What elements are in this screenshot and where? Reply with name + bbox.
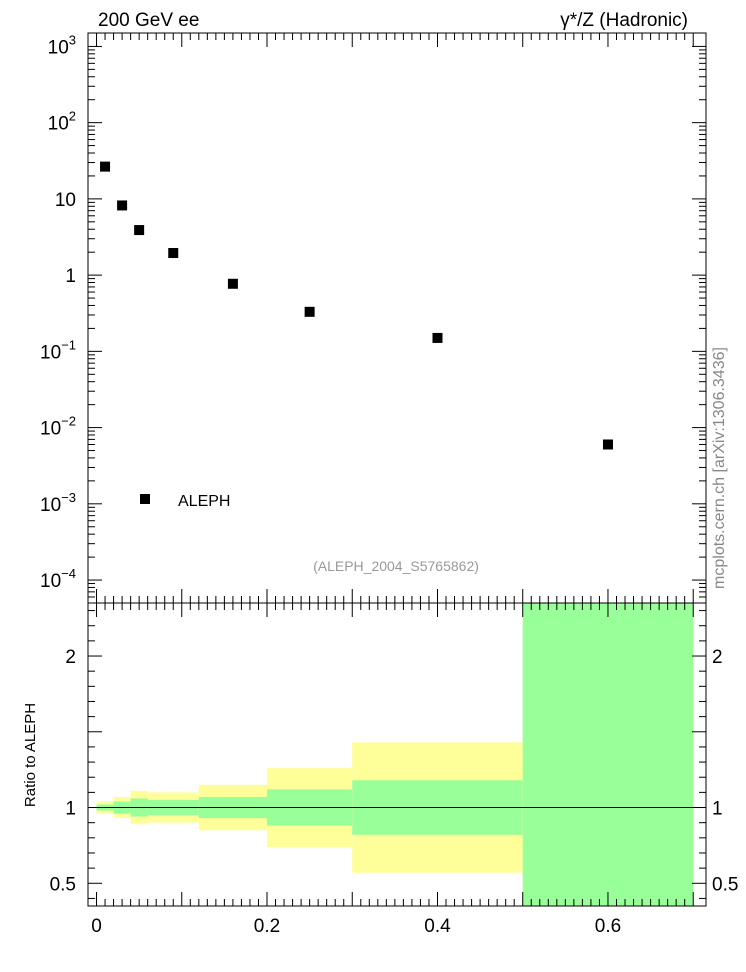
legend-label: ALEPH: [178, 493, 230, 510]
data-point: [117, 200, 128, 211]
ratio-y-ticks: 0.5 0.5 1 1 2 2: [50, 610, 738, 899]
data-point: [602, 439, 613, 450]
ratio-y-axis-label: Ratio to ALEPH: [22, 703, 39, 807]
ratio-y-tick-label-right: 0.5: [712, 874, 738, 895]
ratio-panel: 0 0.2 0.4 0.6 0.5 0.5 1 1 2 2: [50, 33, 738, 937]
y-tick-label: 10−3: [40, 490, 76, 516]
analysis-annotation: (ALEPH_2004_S5765862): [313, 558, 479, 574]
x-tick-label: 0.6: [595, 916, 621, 937]
x-tick-label: 0.4: [424, 916, 451, 937]
ratio-y-tick-label: 1: [65, 799, 76, 820]
side-label: mcplots.cern.ch [arXiv:1306.3436]: [711, 347, 728, 589]
ratio-y-tick-label: 2: [65, 647, 76, 668]
data-point: [432, 332, 443, 343]
ratio-y-tick-label-right: 2: [712, 647, 723, 668]
y-tick-label: 10: [55, 190, 76, 211]
x-tick-label: 0.2: [254, 916, 280, 937]
aleph-data-points: [100, 161, 613, 450]
data-point: [304, 306, 315, 317]
green-band-bin: [522, 603, 694, 906]
header-left: 200 GeV ee: [98, 10, 199, 31]
x-ticks: 0 0.2 0.4 0.6: [91, 33, 694, 937]
data-point: [100, 161, 111, 172]
ratio-y-tick-label-right: 1: [712, 799, 723, 820]
ratio-y-tick-label: 0.5: [50, 874, 76, 895]
y-tick-label: 103: [48, 32, 76, 58]
ratio-bands: [96, 603, 694, 906]
y-tick-label: 10−1: [40, 337, 76, 363]
main-y-ticks: 10−4 10−3 10−2 10−1 1 10 102 103: [40, 32, 706, 604]
y-tick-label: 102: [48, 109, 76, 135]
legend: ALEPH: [140, 493, 230, 510]
main-panel: 10−4 10−3 10−2 10−1 1 10 102 103 ALEPH: [40, 32, 707, 604]
y-tick-label: 10−4: [40, 566, 76, 592]
y-tick-label: 10−2: [40, 414, 76, 440]
x-tick-label: 0: [91, 916, 102, 937]
data-point: [168, 248, 179, 259]
main-frame: [87, 32, 707, 604]
ratio-frame: [87, 602, 707, 907]
data-point: [227, 278, 238, 289]
data-point: [134, 225, 145, 236]
legend-marker: [140, 494, 150, 504]
header-right: γ*/Z (Hadronic): [560, 10, 688, 31]
y-tick-label: 1: [65, 266, 76, 287]
